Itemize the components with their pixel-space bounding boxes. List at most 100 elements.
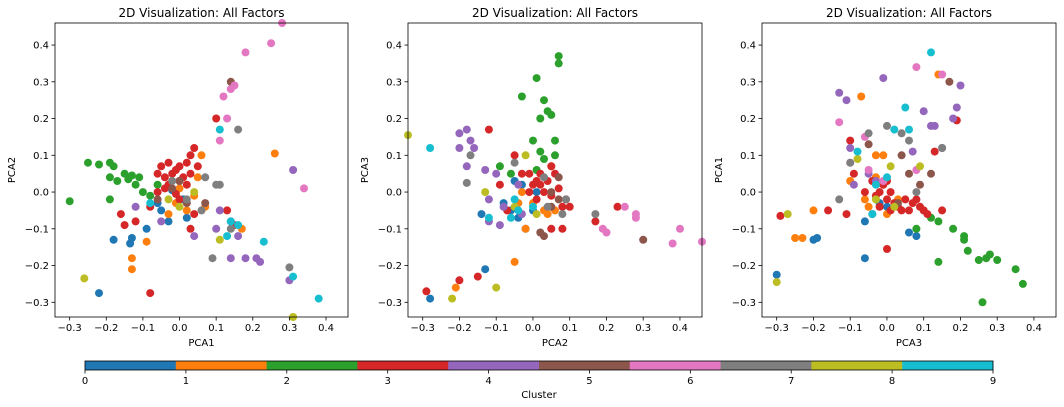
chart-title: 2D Visualization: All Factors — [118, 6, 284, 20]
data-point — [639, 235, 648, 244]
data-point — [927, 48, 935, 57]
x-axis-label: PCA2 — [542, 338, 568, 349]
data-point — [864, 166, 873, 174]
data-point — [481, 166, 490, 174]
data-point — [492, 283, 501, 292]
chart-title: 2D Visualization: All Factors — [472, 6, 638, 20]
data-point — [426, 294, 435, 303]
y-tick-label: −0.1 — [732, 224, 756, 235]
colorbar-tick-label: 5 — [586, 376, 592, 387]
data-point — [901, 103, 910, 112]
data-point — [510, 257, 519, 266]
data-point — [930, 121, 939, 130]
y-tick-label: −0.1 — [378, 224, 402, 235]
y-tick-label: 0.4 — [33, 41, 49, 52]
data-point — [949, 224, 958, 233]
data-point — [175, 162, 184, 171]
data-point — [495, 221, 504, 230]
y-axis-label: PCA2 — [7, 157, 18, 183]
data-point — [182, 180, 191, 189]
data-point — [466, 136, 475, 145]
data-point — [978, 298, 987, 307]
data-point — [846, 136, 855, 145]
data-point — [226, 224, 235, 233]
y-tick-label: −0.2 — [378, 261, 402, 272]
colorbar-segment — [539, 361, 631, 370]
data-point — [860, 254, 869, 263]
data-point — [993, 256, 1002, 264]
data-point — [875, 202, 884, 211]
data-point — [912, 63, 921, 72]
data-point — [506, 169, 515, 178]
data-point — [565, 202, 574, 211]
y-tick-label: 0.4 — [386, 41, 402, 52]
data-point — [484, 195, 493, 204]
y-tick-label: 0.0 — [740, 188, 756, 199]
data-point — [938, 206, 947, 215]
y-tick-label: 0.2 — [740, 114, 756, 125]
data-point — [300, 184, 308, 193]
data-point — [190, 210, 199, 219]
data-point — [201, 199, 210, 208]
data-point — [835, 88, 844, 97]
data-point — [492, 169, 501, 178]
data-point — [190, 232, 199, 241]
data-point — [481, 265, 490, 274]
data-point — [1011, 265, 1020, 274]
data-point — [95, 289, 103, 298]
data-point — [945, 77, 954, 86]
data-point — [234, 125, 243, 134]
data-point — [783, 210, 792, 219]
data-point — [116, 210, 125, 219]
data-point — [949, 114, 958, 123]
data-point — [80, 274, 89, 283]
data-point — [448, 294, 457, 303]
colorbar-tick-label: 1 — [183, 376, 189, 387]
data-point — [131, 202, 140, 211]
data-point — [142, 237, 151, 246]
data-point — [974, 256, 983, 264]
data-point — [883, 121, 891, 130]
y-tick-label: −0.2 — [732, 261, 756, 272]
axes-frame — [54, 22, 349, 318]
data-point — [529, 136, 537, 145]
x-tick-label: 0.0 — [525, 323, 541, 334]
y-tick-label: 0.4 — [740, 41, 756, 52]
data-point — [193, 173, 202, 182]
colorbar-tick-label: 7 — [788, 376, 794, 387]
data-point — [241, 254, 250, 263]
data-point — [772, 278, 781, 287]
data-point — [422, 287, 431, 296]
colorbar-tick-label: 9 — [990, 376, 996, 387]
data-point — [510, 151, 519, 160]
data-point — [120, 221, 129, 230]
data-point — [146, 199, 155, 208]
data-point — [226, 217, 235, 226]
data-point — [186, 169, 195, 178]
data-point — [901, 195, 910, 204]
data-point — [190, 188, 199, 197]
data-point — [536, 147, 545, 156]
x-tick-label: 0.4 — [1026, 323, 1042, 334]
data-point — [938, 144, 947, 152]
data-point — [212, 224, 221, 233]
y-tick-label: 0.1 — [740, 151, 756, 162]
data-point — [547, 162, 556, 171]
x-tick-label: 0.3 — [989, 323, 1005, 334]
data-point — [886, 188, 895, 197]
data-point — [952, 103, 961, 112]
data-point — [212, 114, 221, 123]
data-point — [912, 188, 921, 197]
x-tick-label: 0.2 — [598, 323, 614, 334]
data-point — [146, 289, 155, 298]
x-tick-label: 0.1 — [562, 323, 578, 334]
colorbar-label: Cluster — [521, 390, 557, 401]
x-tick-label: −0.2 — [94, 323, 118, 334]
data-point — [241, 48, 250, 57]
data-point — [554, 52, 563, 61]
data-point — [540, 173, 548, 182]
scatter-panel-3: −0.3 −0.2 −0.1 0.0 0.1 0.2 0.3 0.4 −0.3 −0.2 −0.1 0… — [714, 6, 1057, 349]
data-point — [934, 217, 943, 226]
data-point — [289, 272, 298, 281]
data-point — [558, 224, 567, 233]
